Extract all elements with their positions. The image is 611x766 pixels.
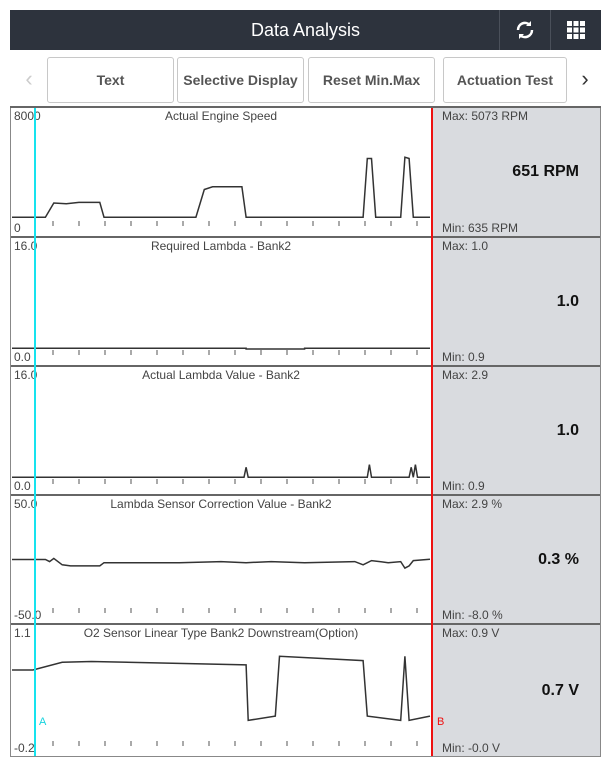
graph-panel[interactable]: Max: 0.9 V 0.7 V Min: -0.0 V O2 Sensor L… [10, 623, 601, 756]
graph-title: Lambda Sensor Correction Value - Bank2 [110, 497, 332, 511]
trace-svg [12, 156, 430, 226]
grid-icon [567, 21, 585, 39]
refresh-icon [516, 21, 534, 39]
current-value: 0.7 V [541, 681, 579, 699]
graph-title: Actual Engine Speed [164, 109, 278, 123]
max-value: Max: 2.9 [442, 368, 489, 382]
y-min-label: 0.0 [14, 350, 31, 364]
value-panel: Max: 2.9 % 0.3 % Min: -8.0 % [432, 496, 601, 623]
current-value: 1.0 [556, 421, 579, 439]
current-value: 1.0 [556, 292, 579, 310]
data-trace [12, 464, 430, 479]
data-trace [12, 557, 431, 570]
graph-panel[interactable]: Max: 2.9 % 0.3 % Min: -8.0 % Lambda Sens… [10, 494, 601, 623]
y-min-label: 0.0 [14, 479, 31, 493]
cursor-b[interactable] [431, 108, 433, 756]
data-trace [12, 156, 430, 218]
cursor-a[interactable] [34, 108, 36, 756]
page-title: Data Analysis [250, 20, 361, 40]
trace-svg [12, 655, 431, 746]
graph-panel[interactable]: Max: 2.9 1.0 Min: 0.9 Actual Lambda Valu… [10, 365, 601, 494]
cursor-b-label: B [437, 716, 445, 728]
graph-plot[interactable] [10, 625, 432, 756]
value-panel: Max: 1.0 1.0 Min: 0.9 [432, 238, 601, 365]
app-header: Data Analysis [10, 10, 601, 50]
max-value: Max: 0.9 V [442, 626, 500, 640]
min-value: Min: -0.0 V [442, 741, 501, 755]
graph-title: O2 Sensor Linear Type Bank2 Downstream(O… [83, 626, 359, 640]
refresh-button[interactable] [499, 10, 550, 50]
y-max-label: 16.0 [14, 239, 38, 253]
trace-svg [12, 347, 430, 355]
graph-title: Actual Lambda Value - Bank2 [142, 368, 300, 382]
trace-svg [12, 557, 431, 613]
max-value: Max: 1.0 [442, 239, 489, 253]
data-trace [12, 655, 431, 722]
value-panel: Max: 0.9 V 0.7 V Min: -0.0 V [432, 625, 601, 756]
menu-button[interactable] [550, 10, 601, 50]
current-value: 0.3 % [538, 550, 579, 568]
min-value: Min: 0.9 [442, 350, 485, 364]
y-max-label: 1.1 [14, 626, 31, 640]
graph-plot[interactable] [10, 367, 432, 494]
min-value: Min: -8.0 % [442, 608, 503, 622]
min-value: Min: 635 RPM [442, 221, 519, 235]
value-panel: Max: 2.9 1.0 Min: 0.9 [432, 367, 601, 494]
y-max-label: 8000 [14, 109, 41, 123]
chevron-left-icon[interactable]: ‹ [25, 66, 33, 91]
trace-svg [12, 464, 430, 484]
cursor-a-label: A [39, 716, 47, 728]
current-value: 651 RPM [512, 163, 579, 180]
text-button[interactable]: Text [47, 57, 174, 103]
graph-panel[interactable]: Max: 5073 RPM 651 RPM Min: 635 RPM Actua… [10, 106, 601, 236]
graph-title: Required Lambda - Bank2 [150, 239, 292, 253]
y-max-label: 50.0 [14, 497, 38, 511]
graph-plot[interactable] [10, 238, 432, 365]
graph-plot[interactable] [10, 496, 432, 623]
graph-plot[interactable] [10, 108, 432, 236]
max-value: Max: 5073 RPM [442, 109, 529, 123]
reset-min-max-button[interactable]: Reset Min.Max [308, 57, 435, 103]
y-max-label: 16.0 [14, 368, 38, 382]
max-value: Max: 2.9 % [442, 497, 503, 511]
value-panel: Max: 5073 RPM 651 RPM Min: 635 RPM [432, 108, 601, 236]
min-value: Min: 0.9 [442, 479, 485, 493]
y-min-label: -50.0 [14, 608, 42, 622]
y-min-label: -0.2 [14, 741, 35, 755]
graph-panel[interactable]: Max: 1.0 1.0 Min: 0.9 Required Lambda - … [10, 236, 601, 365]
actuation-test-button[interactable]: Actuation Test [443, 57, 567, 103]
selective-display-button[interactable]: Selective Display [177, 57, 304, 103]
data-trace [12, 347, 430, 350]
toolbar: ‹ Text Selective Display Reset Min.Max A… [10, 50, 601, 107]
y-min-label: 0 [14, 221, 21, 235]
chevron-right-icon[interactable]: › [581, 66, 589, 91]
